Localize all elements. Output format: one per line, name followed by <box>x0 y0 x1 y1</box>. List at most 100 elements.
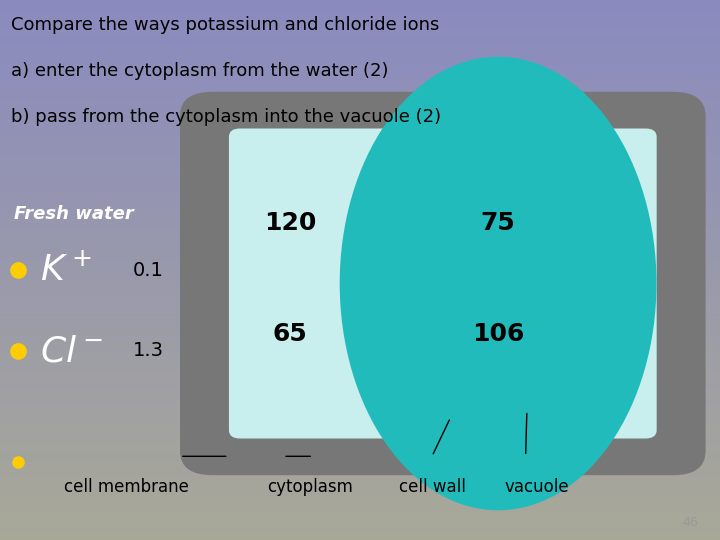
Bar <box>0 32 720 35</box>
Bar <box>0 356 720 359</box>
Bar <box>0 448 720 451</box>
Bar <box>0 30 720 32</box>
Bar <box>0 232 720 235</box>
Bar <box>0 159 720 162</box>
Bar <box>0 459 720 462</box>
Bar <box>0 221 720 224</box>
Bar <box>0 138 720 140</box>
Bar <box>0 478 720 481</box>
Bar <box>0 24 720 27</box>
Bar <box>0 454 720 456</box>
Bar <box>0 375 720 378</box>
Bar <box>0 446 720 448</box>
Text: b) pass from the cytoplasm into the vacuole (2): b) pass from the cytoplasm into the vacu… <box>11 108 441 126</box>
Bar <box>0 208 720 211</box>
Bar <box>0 335 720 338</box>
Bar <box>0 46 720 49</box>
Bar <box>0 526 720 529</box>
Bar <box>0 70 720 73</box>
Bar <box>0 508 720 510</box>
Bar <box>0 211 720 213</box>
Bar <box>0 470 720 472</box>
Bar <box>0 178 720 181</box>
Bar <box>0 351 720 354</box>
Bar <box>0 321 720 324</box>
Bar <box>0 483 720 486</box>
Bar <box>0 105 720 108</box>
Bar <box>0 381 720 383</box>
Bar <box>0 362 720 364</box>
Bar <box>0 194 720 197</box>
Bar <box>0 92 720 94</box>
Bar <box>0 340 720 343</box>
Bar <box>0 308 720 310</box>
Bar <box>0 313 720 316</box>
Bar <box>0 216 720 219</box>
Bar <box>0 437 720 440</box>
Bar <box>0 100 720 103</box>
Text: 120: 120 <box>264 211 317 235</box>
Bar <box>0 443 720 445</box>
Bar <box>0 65 720 68</box>
Bar <box>0 135 720 138</box>
Text: 65: 65 <box>273 322 307 346</box>
Bar <box>0 432 720 435</box>
Bar <box>0 510 720 513</box>
Bar <box>0 243 720 246</box>
Bar <box>0 464 720 467</box>
Bar <box>0 157 720 159</box>
Bar <box>0 262 720 265</box>
Bar <box>0 8 720 11</box>
Bar <box>0 0 720 3</box>
Bar <box>0 132 720 135</box>
Bar <box>0 248 720 251</box>
Bar <box>0 140 720 143</box>
Bar <box>0 81 720 84</box>
Bar <box>0 421 720 424</box>
Bar <box>0 227 720 229</box>
Bar <box>0 68 720 70</box>
Bar <box>0 246 720 248</box>
Bar <box>0 324 720 327</box>
Bar <box>0 305 720 308</box>
Bar <box>0 491 720 494</box>
Bar <box>0 94 720 97</box>
Bar <box>0 173 720 176</box>
Bar <box>0 300 720 302</box>
Bar <box>0 416 720 418</box>
Bar <box>0 111 720 113</box>
Bar <box>0 348 720 351</box>
Bar <box>0 389 720 392</box>
Bar <box>0 27 720 30</box>
Bar <box>0 451 720 454</box>
Bar <box>0 43 720 46</box>
Bar <box>0 181 720 184</box>
Bar <box>0 513 720 516</box>
Bar <box>0 78 720 81</box>
Bar <box>0 378 720 381</box>
Bar <box>0 532 720 535</box>
Bar <box>0 273 720 275</box>
Bar <box>0 319 720 321</box>
Bar <box>0 176 720 178</box>
Bar <box>0 200 720 202</box>
FancyBboxPatch shape <box>180 92 706 475</box>
Bar <box>0 343 720 346</box>
Bar <box>0 392 720 394</box>
Bar <box>0 462 720 464</box>
Bar <box>0 238 720 240</box>
Bar <box>0 310 720 313</box>
Bar <box>0 373 720 375</box>
Bar <box>0 281 720 284</box>
Bar <box>0 165 720 167</box>
Bar <box>0 397 720 400</box>
Bar <box>0 167 720 170</box>
Bar <box>0 73 720 76</box>
Text: a) enter the cytoplasm from the water (2): a) enter the cytoplasm from the water (2… <box>11 62 388 80</box>
Text: 0.1: 0.1 <box>133 260 164 280</box>
Bar <box>0 429 720 432</box>
Bar <box>0 275 720 278</box>
Bar <box>0 359 720 362</box>
Bar <box>0 5 720 8</box>
Bar <box>0 62 720 65</box>
